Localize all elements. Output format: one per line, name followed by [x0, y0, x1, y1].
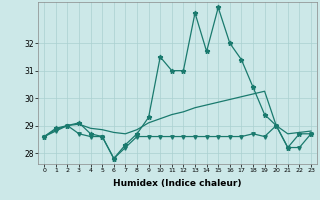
X-axis label: Humidex (Indice chaleur): Humidex (Indice chaleur) — [113, 179, 242, 188]
